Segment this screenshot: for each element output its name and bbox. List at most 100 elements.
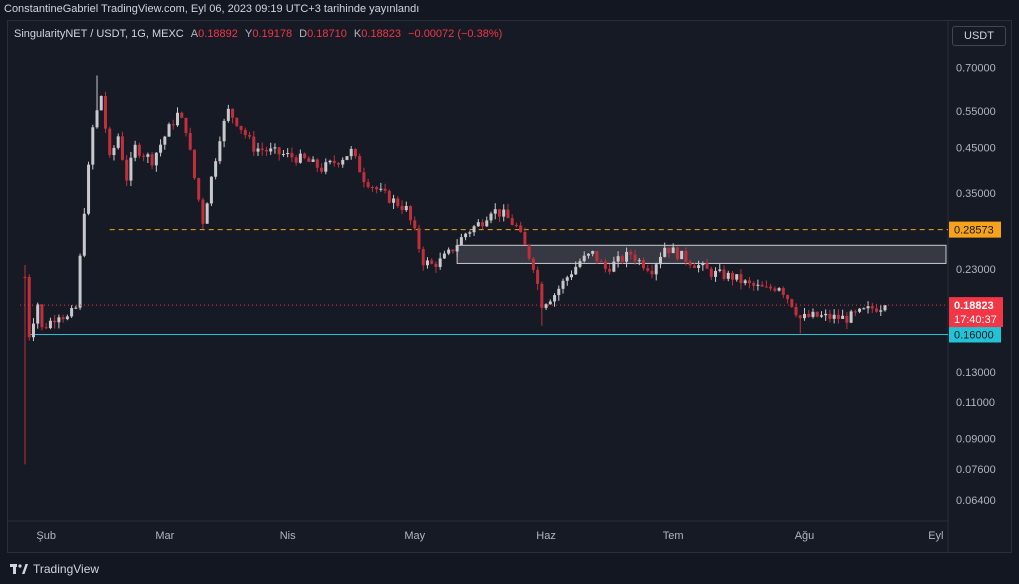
- candle-body: [527, 244, 531, 259]
- candle-body: [197, 178, 201, 200]
- candle-body: [260, 148, 264, 150]
- candle-body: [392, 198, 396, 203]
- candle-body: [781, 288, 785, 295]
- candle-body: [697, 265, 701, 268]
- candle-body: [120, 136, 124, 160]
- candle-body: [591, 251, 595, 254]
- candle-body: [434, 263, 438, 267]
- candle-body: [548, 301, 552, 305]
- candle-body: [273, 147, 277, 149]
- candle-body: [523, 232, 527, 245]
- candle-body: [760, 284, 764, 287]
- candle-body: [489, 213, 493, 221]
- publish-info: ConstantineGabriel TradingView.com, Eyl …: [0, 0, 1019, 18]
- candle-body: [866, 306, 870, 309]
- candle-body: [663, 247, 667, 257]
- candle-body: [201, 199, 205, 224]
- candle-body: [472, 226, 476, 233]
- candle-body: [447, 249, 451, 254]
- candle-body: [709, 268, 713, 277]
- change-value: −0.00072 (−0.38%): [408, 28, 503, 40]
- candle-body: [281, 154, 285, 156]
- candle-body: [256, 148, 260, 152]
- price-tick-label: 0.55000: [956, 106, 996, 118]
- candle-body: [786, 294, 790, 300]
- candle-body: [557, 288, 561, 296]
- candle-body: [243, 130, 247, 136]
- candle-body: [536, 269, 540, 284]
- candle-body: [455, 245, 459, 252]
- candle-body: [654, 264, 658, 275]
- candle-body: [688, 261, 692, 266]
- candle-body: [421, 249, 425, 266]
- candle-body: [612, 261, 616, 272]
- candle-body: [349, 148, 353, 157]
- candle-body: [269, 148, 273, 152]
- candle-body: [642, 260, 646, 269]
- candle-body: [586, 253, 590, 256]
- candle-body: [531, 258, 535, 270]
- candle-body: [53, 320, 57, 323]
- candle-body: [493, 209, 497, 214]
- price-tick-label: 0.09000: [956, 434, 996, 446]
- candle-body: [226, 108, 230, 121]
- candle-body: [27, 276, 31, 338]
- chart-pane[interactable]: [7, 20, 1012, 553]
- candle-body: [514, 224, 518, 226]
- candle-body: [565, 277, 569, 281]
- candle-body: [277, 147, 281, 155]
- candle-body: [620, 256, 624, 262]
- candle-body: [582, 255, 586, 262]
- candle-body: [78, 255, 82, 308]
- candle-body: [502, 209, 506, 217]
- close-label: K: [353, 28, 362, 40]
- tradingview-logo[interactable]: TradingView: [10, 562, 99, 576]
- candle-body: [764, 286, 768, 288]
- candle-body: [883, 305, 887, 311]
- candle-body: [497, 209, 501, 217]
- candle-body: [646, 268, 650, 271]
- candle-body: [832, 314, 836, 319]
- candle-body: [468, 232, 472, 234]
- price-tick-label: 0.23000: [956, 264, 996, 276]
- candle-body: [171, 124, 175, 126]
- low-value: 0.18710: [307, 28, 347, 40]
- candle-body: [116, 136, 120, 148]
- open-value: 0.18892: [198, 28, 238, 40]
- candle-body: [205, 203, 209, 224]
- candle-body: [70, 308, 74, 317]
- candle-body: [184, 117, 188, 134]
- candle-body: [845, 315, 849, 323]
- symbol-title[interactable]: SingularityNET / USDT, 1G, MEXC: [14, 28, 184, 40]
- candle-body: [366, 182, 370, 187]
- support-price-label: 0.16000: [954, 329, 994, 341]
- candle-body: [345, 156, 349, 160]
- low-label: D: [299, 28, 308, 40]
- candle-body: [294, 157, 298, 163]
- price-tick-label: 0.35000: [956, 188, 996, 200]
- high-value: 0.19178: [252, 28, 293, 40]
- candle-body: [595, 251, 599, 262]
- candle-body: [506, 209, 510, 219]
- candle-body: [807, 313, 811, 317]
- candle-body: [231, 108, 235, 118]
- candle-body: [684, 250, 688, 262]
- candle-body: [214, 161, 218, 177]
- currency-button[interactable]: USDT: [952, 26, 1006, 46]
- candle-body: [858, 308, 862, 312]
- candle-body: [192, 149, 196, 179]
- candle-body: [125, 159, 129, 181]
- candle-body: [650, 270, 654, 275]
- candle-body: [722, 269, 726, 279]
- price-tick-label: 0.70000: [956, 63, 996, 75]
- candle-body: [290, 152, 294, 158]
- candle-body: [803, 313, 807, 319]
- close-value: 0.18823: [361, 28, 402, 40]
- candle-body: [459, 237, 463, 246]
- candle-body: [180, 112, 184, 118]
- candle-body: [413, 220, 417, 229]
- candle-body: [146, 154, 150, 157]
- candle-body: [553, 295, 557, 302]
- candle-body: [396, 198, 400, 207]
